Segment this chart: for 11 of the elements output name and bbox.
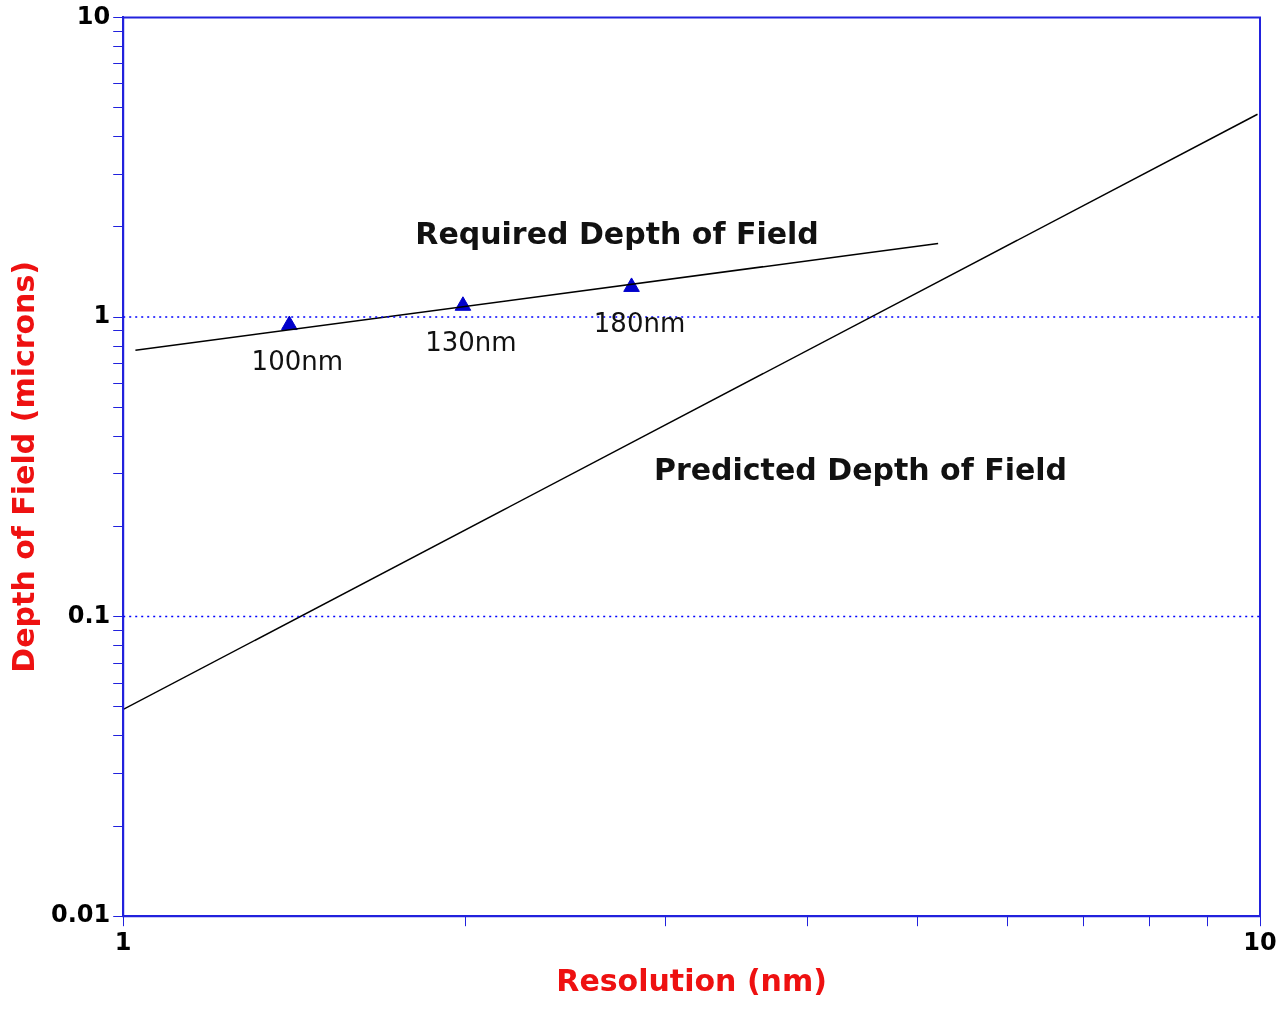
series-label: Predicted Depth of Field xyxy=(653,452,1068,488)
x-axis-title: Resolution (nm) xyxy=(556,962,827,998)
y-tick-label: 0.1 xyxy=(67,600,111,629)
y-tick-label: 10 xyxy=(76,1,111,30)
y-tick-label: 0.01 xyxy=(51,900,111,929)
annotation: 180nm xyxy=(593,307,686,338)
annotation: 100nm xyxy=(251,345,344,376)
y-tick-label: 1 xyxy=(93,301,111,330)
y-axis-title: Depth of Field (microns) xyxy=(5,260,41,673)
series-label: Required Depth of Field xyxy=(415,216,819,251)
annotation: 130nm xyxy=(425,326,517,357)
